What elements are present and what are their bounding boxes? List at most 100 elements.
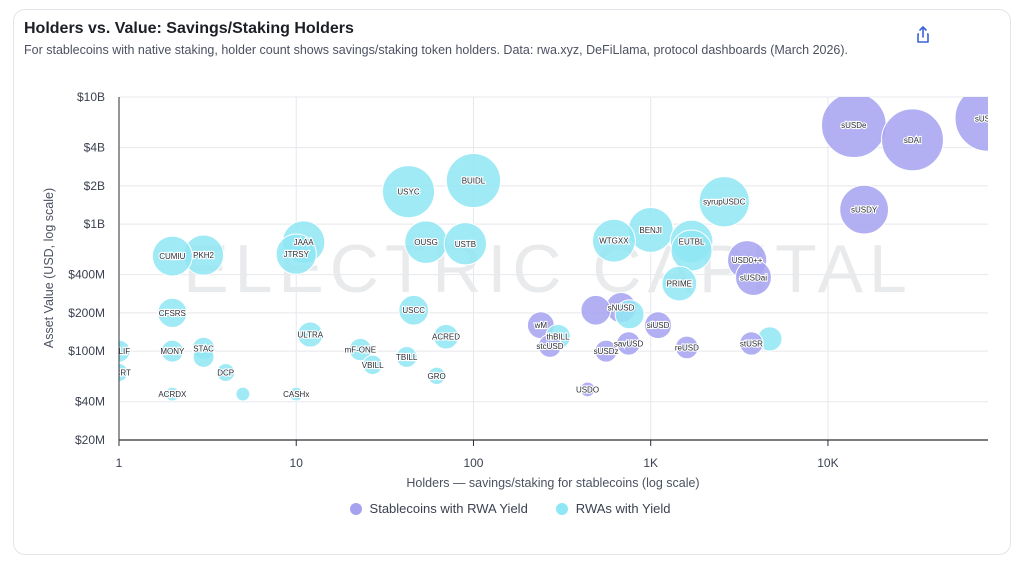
point-label: USD0++ bbox=[732, 256, 763, 265]
point-label: savUSD bbox=[614, 339, 644, 348]
x-tick-label: 10 bbox=[290, 456, 304, 470]
point-label: AICRT bbox=[107, 368, 131, 377]
point-label: sDAI bbox=[904, 136, 921, 145]
point-label: sUSDe bbox=[841, 121, 867, 130]
point-label: BUIDL bbox=[462, 177, 486, 186]
x-tick-label: 100 bbox=[463, 456, 483, 470]
point-label: EUTBL bbox=[679, 237, 705, 246]
legend-item-rwas[interactable]: RWAs with Yield bbox=[555, 501, 671, 516]
point-label: sNUSD bbox=[608, 304, 635, 313]
point-label: stcUSD bbox=[536, 342, 563, 351]
x-axis-label: Holders — savings/staking for stablecoin… bbox=[406, 476, 699, 490]
point-rwa-cfsrs bbox=[157, 297, 188, 329]
point-stablecoin-susdz bbox=[594, 339, 618, 363]
point-rwa-wtgxx bbox=[591, 218, 636, 263]
point-stablecoin-susds bbox=[954, 97, 988, 152]
point-stablecoin-usdo bbox=[579, 381, 596, 398]
point-label: mF-ONE bbox=[345, 346, 377, 355]
point-label: DCP bbox=[217, 368, 234, 377]
point-label: PRIME bbox=[667, 280, 692, 289]
point-label: JAAA bbox=[294, 238, 315, 247]
point-label: BELIF bbox=[108, 347, 130, 356]
point-rwa-belif bbox=[119, 339, 131, 363]
point-rwa-mony bbox=[160, 339, 184, 363]
point-label: CASHx bbox=[283, 390, 309, 399]
point-rwa-buidl bbox=[445, 152, 502, 209]
point-rwa bbox=[235, 386, 251, 402]
legend-item-stablecoins[interactable]: Stablecoins with RWA Yield bbox=[349, 501, 528, 516]
point-label: GRO bbox=[428, 372, 446, 381]
point-rwa-tbill bbox=[395, 346, 418, 368]
point-label: ACRED bbox=[432, 333, 460, 342]
point-label: siUSD bbox=[647, 321, 670, 330]
legend-label-stablecoins: Stablecoins with RWA Yield bbox=[369, 501, 528, 516]
y-tick-label: $200M bbox=[68, 306, 105, 320]
point-label: USTB bbox=[455, 240, 476, 249]
point-rwa-usyc bbox=[381, 165, 436, 219]
point-stablecoin-savusd bbox=[616, 331, 641, 356]
point-rwa-prime bbox=[661, 265, 698, 302]
point-rwa bbox=[670, 229, 713, 272]
point-label: STAC bbox=[193, 344, 214, 353]
point-label: CUMIU bbox=[159, 252, 185, 261]
point-labels: sUSDS sUSDe sDAI BUIDL USYC syrupUSDC sUSDY BEN… bbox=[107, 113, 1001, 400]
y-tick-label: $400M bbox=[68, 268, 105, 282]
y-tick-label: $40M bbox=[75, 395, 105, 409]
point-rwa-uscc bbox=[398, 294, 430, 326]
point-stablecoin-siusd bbox=[644, 311, 672, 340]
point-label: USCC bbox=[402, 306, 425, 315]
point-label: sUSDai bbox=[740, 273, 767, 282]
axes: $20M $40M $100M $200M $400M $1B $2B $4B $10B 1 10 1… bbox=[68, 90, 988, 470]
legend: Stablecoins with RWA Yield RWAs with Yie… bbox=[0, 501, 1020, 516]
point-rwa-ultra bbox=[297, 321, 324, 348]
y-tick-label: $10B bbox=[77, 90, 105, 104]
point-label: ULTRA bbox=[297, 331, 323, 340]
point-stablecoin bbox=[580, 294, 612, 326]
x-tick-label: 1 bbox=[116, 456, 123, 470]
point-rwa-cashx bbox=[288, 386, 304, 402]
y-tick-label: $20M bbox=[75, 433, 105, 447]
y-tick-label: $1B bbox=[84, 217, 105, 231]
point-rwa bbox=[192, 346, 215, 368]
point-label: stUSR bbox=[740, 339, 763, 348]
point-stablecoin-sdai bbox=[881, 108, 944, 172]
y-axis-label: Asset Value (USD, log scale) bbox=[42, 188, 56, 348]
point-rwa-cumiu bbox=[151, 235, 193, 277]
point-label: TBILL bbox=[396, 353, 418, 362]
point-label: VBILL bbox=[362, 361, 384, 370]
point-label: WTGXX bbox=[599, 237, 629, 246]
point-rwa-gro bbox=[427, 366, 446, 385]
y-tick-label: $100M bbox=[68, 344, 105, 358]
point-label: OUSG bbox=[414, 238, 438, 247]
point-label: JTRSY bbox=[284, 250, 310, 259]
data-points bbox=[119, 97, 988, 402]
point-rwa-jtrsy bbox=[275, 233, 317, 275]
point-label: PKH2 bbox=[193, 251, 214, 260]
point-rwa-acrdx bbox=[164, 386, 180, 402]
chart-subtitle: For stablecoins with native staking, hol… bbox=[24, 43, 849, 57]
point-label: MONY bbox=[160, 347, 185, 356]
x-tick-label: 1K bbox=[643, 456, 658, 470]
point-rwa-mf-one bbox=[348, 337, 373, 362]
point-rwa-ustb bbox=[443, 222, 488, 266]
x-tick-label: 10K bbox=[817, 456, 838, 470]
legend-dot-stablecoins bbox=[349, 502, 362, 515]
point-label: BENJI bbox=[639, 226, 662, 235]
point-label: USYC bbox=[397, 188, 419, 197]
point-rwa bbox=[614, 299, 645, 330]
point-label: ACRDX bbox=[158, 390, 187, 399]
legend-label-rwas: RWAs with Yield bbox=[575, 501, 671, 516]
point-rwa-syrupusdc bbox=[698, 176, 750, 228]
y-tick-label: $4B bbox=[84, 141, 105, 155]
point-label: sUSDS bbox=[975, 114, 1001, 123]
point-label: sUSDY bbox=[851, 206, 878, 215]
point-stablecoin-susdai bbox=[735, 259, 772, 296]
point-stablecoin-stcusd bbox=[537, 333, 562, 358]
point-stablecoin-stusr bbox=[739, 331, 764, 356]
point-label: sUSDz bbox=[594, 347, 619, 356]
point-label: syrupUSDC bbox=[703, 198, 745, 207]
point-label: reUSD bbox=[675, 343, 699, 352]
point-label: CFSRS bbox=[159, 309, 186, 318]
point-rwa-dcp bbox=[216, 362, 236, 382]
share-icon[interactable] bbox=[912, 24, 934, 46]
